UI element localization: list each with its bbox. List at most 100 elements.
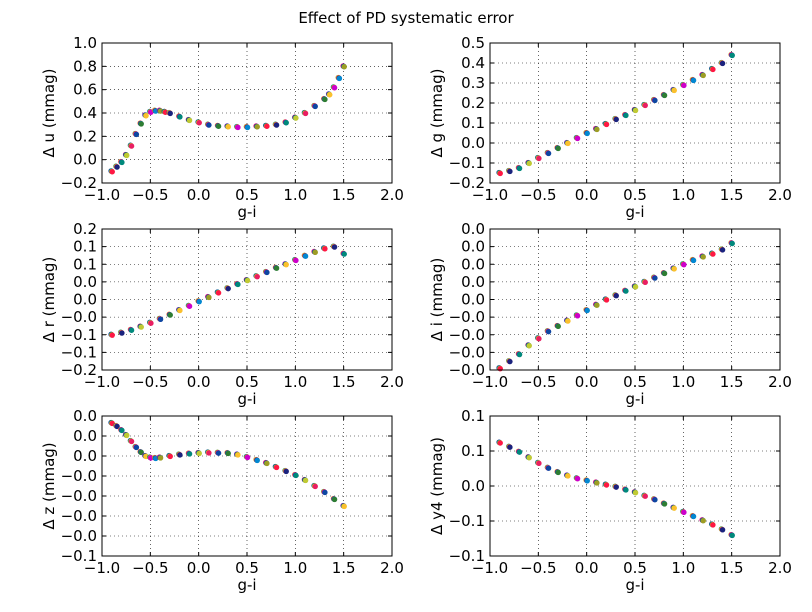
y-tick-label: 1.0 [73, 34, 97, 52]
data-point [341, 251, 347, 257]
y-tick-label: −0.0 [61, 487, 97, 505]
x-tick-label: 0.0 [187, 186, 211, 204]
data-point [719, 247, 726, 253]
data-point [710, 522, 716, 528]
x-tick-label: 1.5 [332, 186, 356, 204]
x-tick-label: 1.0 [283, 186, 307, 204]
data-point [124, 152, 130, 159]
data-point [690, 257, 697, 264]
data-point [235, 281, 241, 288]
x-tick-label: −0.5 [132, 373, 168, 391]
data-point [681, 82, 687, 89]
x-axis-label: g-i [625, 203, 644, 221]
y-axis-label: Δ r (mmag) [40, 257, 58, 343]
data-point [244, 124, 251, 131]
data-point [507, 358, 513, 365]
y-tick-label: −0.1 [449, 547, 485, 565]
data-point [128, 143, 135, 149]
data-point [114, 164, 120, 170]
data-point [710, 66, 716, 73]
data-point [574, 313, 581, 319]
x-tick-label: 1.0 [671, 373, 695, 391]
y-tick-label: 0.1 [461, 407, 485, 425]
data-point [555, 145, 561, 152]
data-point [225, 124, 231, 130]
data-point [690, 513, 697, 520]
data-point [293, 257, 299, 264]
data-point [700, 254, 706, 260]
data-point [719, 527, 726, 533]
x-tick-label: 0.0 [575, 373, 599, 391]
y-tick-label: −0.0 [449, 361, 485, 379]
x-tick-label: 1.5 [332, 373, 356, 391]
y-axis-label: Δ i (mmag) [428, 258, 446, 342]
data-point [322, 96, 328, 103]
data-point [642, 493, 648, 499]
data-point [497, 365, 503, 372]
data-point [594, 480, 600, 486]
x-tick-label: −1.0 [84, 373, 120, 391]
data-point [157, 316, 164, 323]
data-point [632, 490, 639, 496]
x-tick-label: −1.0 [472, 559, 508, 577]
panel-z: −1.0 −0.5 0.0 0.5 1.0 1.5 2.0 −0.1 −0.0 −0.0 −0.0 −… [40, 407, 404, 594]
x-tick-label: 0.5 [623, 559, 647, 577]
y-tick-label: −0.0 [61, 467, 97, 485]
data-point [603, 121, 610, 128]
data-point [124, 432, 130, 439]
y-tick-label: −0.2 [61, 361, 97, 379]
data-point [302, 110, 309, 117]
x-tick-label: 0.0 [187, 559, 211, 577]
data-point [225, 285, 231, 292]
y-tick-label: −0.1 [61, 547, 97, 565]
y-tick-label: −0.0 [449, 343, 485, 361]
x-tick-label: 1.5 [720, 559, 744, 577]
data-point [206, 450, 212, 456]
y-tick-label: 0.0 [461, 477, 485, 495]
y-tick-label: 0.0 [461, 220, 485, 238]
y-tick-label: 0.4 [73, 104, 97, 122]
y-tick-label: 0.3 [461, 74, 485, 92]
data-point [206, 294, 212, 301]
data-point [729, 532, 735, 539]
x-tick-label: 2.0 [768, 186, 792, 204]
x-tick-label: 0.5 [235, 559, 259, 577]
x-tick-label: 1.0 [283, 559, 307, 577]
data-point [729, 52, 735, 59]
x-tick-label: −0.5 [520, 559, 556, 577]
x-tick-label: 1.0 [671, 559, 695, 577]
data-point [536, 155, 542, 162]
data-point [536, 335, 542, 342]
data-point [729, 240, 735, 247]
data-point [167, 453, 173, 460]
data-point [254, 457, 260, 464]
x-tick-label: 1.5 [720, 373, 744, 391]
data-point [671, 505, 677, 511]
data-point [225, 450, 231, 457]
data-point [555, 469, 561, 476]
data-point [244, 277, 251, 284]
data-point [177, 307, 183, 314]
data-point [700, 72, 706, 79]
data-point [119, 159, 125, 166]
y-tick-label: −0.1 [61, 343, 97, 361]
x-tick-label: −0.5 [132, 559, 168, 577]
y-tick-label: 0.0 [461, 134, 485, 152]
data-point [661, 501, 668, 507]
data-point [312, 103, 318, 110]
data-point [632, 107, 639, 114]
data-point [235, 124, 241, 131]
y-tick-label: −0.0 [61, 308, 97, 326]
data-point [526, 160, 532, 167]
x-tick-label: −1.0 [84, 186, 120, 204]
y-tick-label: 0.0 [461, 238, 485, 256]
data-point [574, 476, 581, 482]
data-point [322, 246, 328, 252]
data-point [642, 279, 648, 285]
data-point [690, 77, 697, 84]
data-point [623, 288, 629, 294]
x-tick-label: 0.0 [575, 559, 599, 577]
data-point [109, 169, 115, 175]
data-point [235, 452, 241, 458]
data-point [119, 330, 125, 336]
